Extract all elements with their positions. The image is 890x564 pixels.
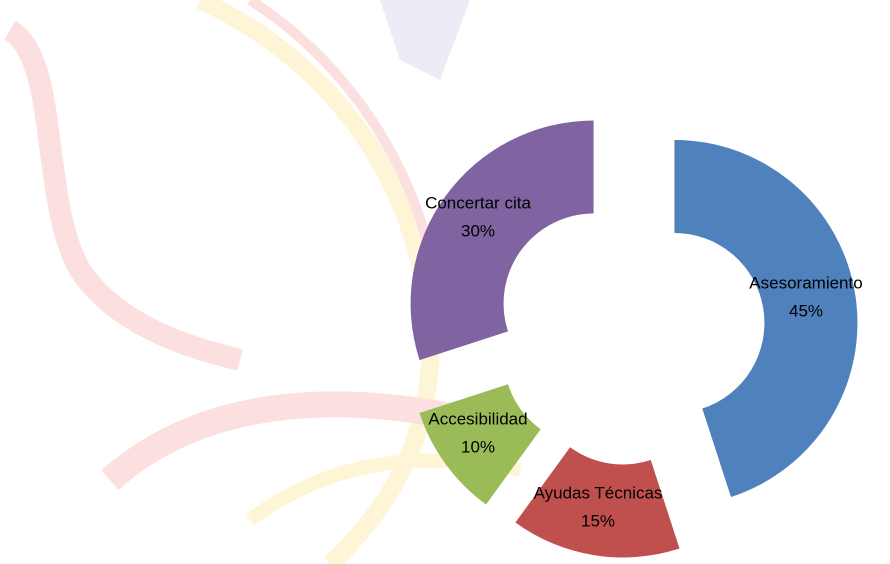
value-label: 15%: [581, 511, 615, 530]
category-label: Concertar cita: [425, 193, 531, 212]
value-label: 30%: [461, 221, 495, 240]
category-label: Ayudas Técnicas: [534, 483, 663, 502]
value-label: 10%: [461, 437, 495, 456]
category-label: Accesibilidad: [428, 409, 527, 428]
doughnut-segment: [674, 140, 857, 497]
value-label: 45%: [789, 301, 823, 320]
page: {"chart_data": {"type": "doughnut", "cat…: [0, 0, 890, 564]
chart: Asesoramiento 45% Ayudas Técnicas 15% Accesi…: [0, 0, 890, 564]
category-label: Asesoramiento: [749, 273, 862, 292]
doughnut-segment: [411, 121, 594, 361]
